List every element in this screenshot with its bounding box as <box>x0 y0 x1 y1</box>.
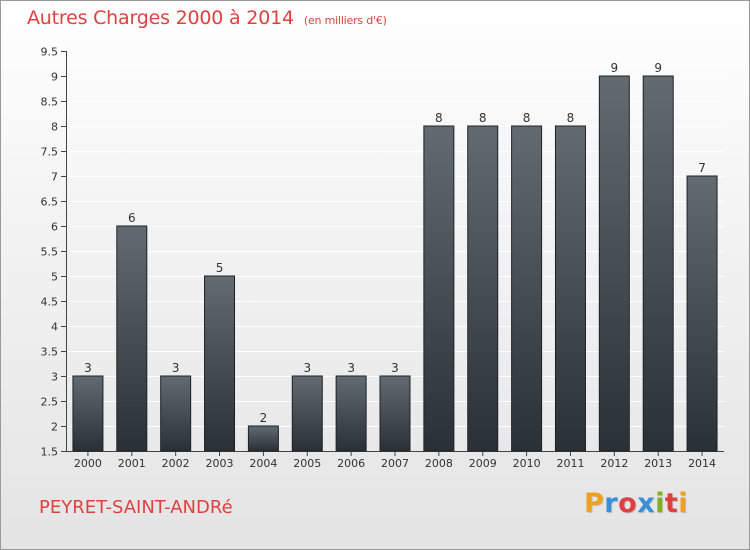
x-tick-label: 2008 <box>425 457 453 470</box>
logo-letter: o <box>618 488 638 519</box>
data-label: 3 <box>84 361 92 375</box>
bar <box>116 225 148 452</box>
y-tick-label: 3.5 <box>41 346 59 359</box>
logo-letter: t <box>664 488 679 519</box>
y-tick-label: 4 <box>51 321 58 334</box>
y-tick-label: 2 <box>51 421 58 434</box>
x-tick-label: 2002 <box>162 457 190 470</box>
y-tick-label: 6 <box>51 221 58 234</box>
y-tick-label: 8.5 <box>41 96 59 109</box>
y-tick-label: 2.5 <box>41 396 59 409</box>
bar <box>686 175 718 452</box>
bar <box>335 375 367 452</box>
y-tick-label: 6.5 <box>41 196 59 209</box>
data-labels: 3 6 3 5 2 3 3 3 8 8 8 8 9 9 7 <box>84 61 706 425</box>
x-tick-label: 2006 <box>337 457 365 470</box>
proxiti-logo: Proxiti <box>584 488 688 519</box>
data-label: 3 <box>303 361 311 375</box>
y-tick-labels: 1.5 2 2.5 3 3.5 4 4.5 5 5.5 6 6.5 7 7.5 8 8.5 9 9.5 <box>41 46 59 459</box>
y-tick-label: 9 <box>51 71 58 84</box>
bar <box>554 125 586 452</box>
data-label: 3 <box>391 361 399 375</box>
data-label: 8 <box>523 111 531 125</box>
y-tick-label: 3 <box>51 371 58 384</box>
logo-letter: i <box>655 488 665 519</box>
x-tick-labels: 2000 2001 2002 2003 2004 2005 2006 2007 2008 2009… <box>74 457 716 470</box>
x-tick-label: 2003 <box>206 457 234 470</box>
y-tick-label: 1.5 <box>41 446 59 459</box>
location-name: PEYRET-SAINT-ANDRé <box>39 497 233 518</box>
data-label: 7 <box>698 161 706 175</box>
x-tick-label: 2013 <box>644 457 672 470</box>
bar <box>423 125 455 452</box>
chart-unit-note: (en milliers d'€) <box>303 14 387 27</box>
y-tick-label: 7 <box>51 171 58 184</box>
logo-letter: x <box>637 488 656 519</box>
y-tick-label: 7.5 <box>41 146 59 159</box>
x-tick-label: 2005 <box>293 457 321 470</box>
logo-letter: P <box>584 488 605 519</box>
data-label: 9 <box>611 61 619 75</box>
data-label: 9 <box>654 61 662 75</box>
x-tick-label: 2001 <box>118 457 146 470</box>
y-tick-label: 4.5 <box>41 296 59 309</box>
bar <box>247 425 279 452</box>
x-tick-label: 2004 <box>249 457 277 470</box>
logo-letter: r <box>604 488 619 519</box>
x-tick-label: 2011 <box>556 457 584 470</box>
chart-title-text: Autres Charges 2000 à 2014 <box>27 7 294 29</box>
bars <box>72 75 718 452</box>
x-tick-label: 2010 <box>513 457 541 470</box>
x-tick-label: 2009 <box>469 457 497 470</box>
data-label: 8 <box>435 111 443 125</box>
bar <box>204 275 236 452</box>
y-tick-label: 5.5 <box>41 246 59 259</box>
y-tick-label: 9.5 <box>41 46 59 59</box>
y-tick-label: 5 <box>51 271 58 284</box>
data-label: 5 <box>216 261 224 275</box>
x-tick-label: 2014 <box>688 457 716 470</box>
logo-letter: i <box>678 488 689 519</box>
bar <box>72 375 104 452</box>
bar <box>379 375 411 452</box>
x-tick-label: 2012 <box>600 457 628 470</box>
bar <box>160 375 192 452</box>
data-label: 8 <box>479 111 487 125</box>
data-label: 3 <box>347 361 355 375</box>
chart-title: Autres Charges 2000 à 2014 (en milliers d… <box>27 7 387 29</box>
bar <box>642 75 674 452</box>
data-label: 8 <box>567 111 575 125</box>
x-tick-label: 2007 <box>381 457 409 470</box>
data-label: 6 <box>128 211 136 225</box>
bar <box>511 125 543 452</box>
data-label: 2 <box>260 411 268 425</box>
data-label: 3 <box>172 361 180 375</box>
bar <box>291 375 323 452</box>
bar <box>598 75 630 452</box>
bar <box>467 125 499 452</box>
y-tick-label: 8 <box>51 121 58 134</box>
x-tick-label: 2000 <box>74 457 102 470</box>
